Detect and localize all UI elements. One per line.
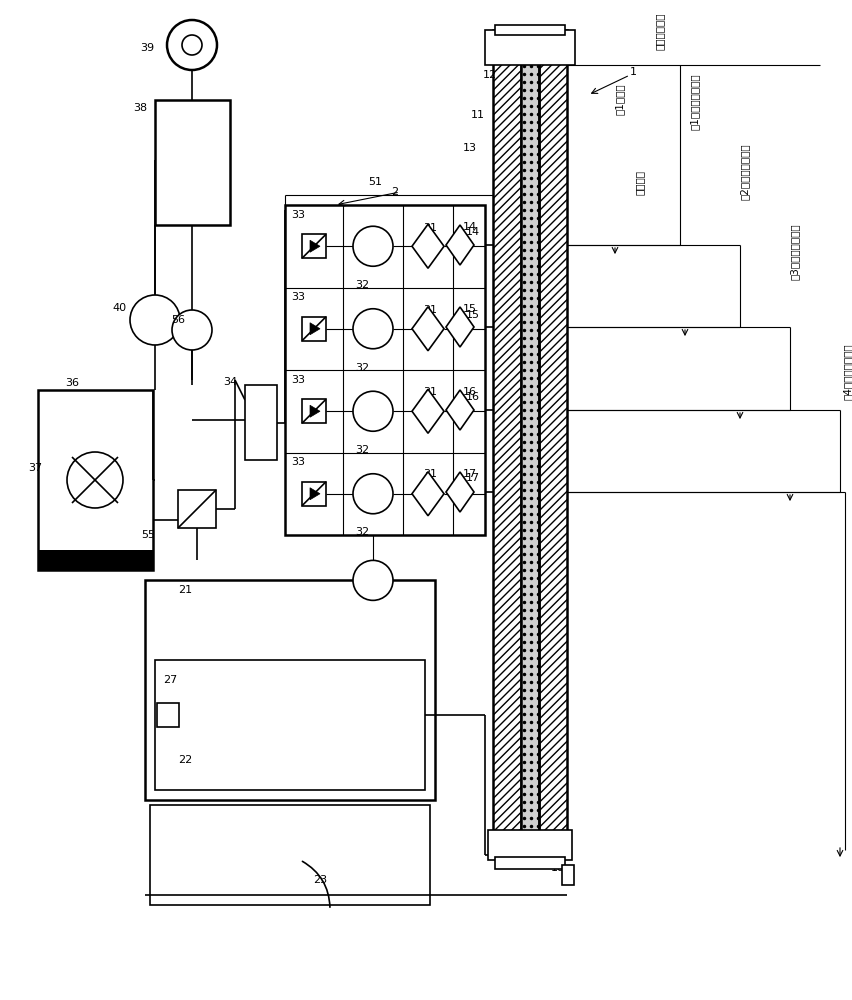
Text: 第4抚吸口封闭位置: 第4抚吸口封闭位置 [842,343,852,400]
Text: 21: 21 [178,585,192,595]
Text: 31: 31 [423,469,436,479]
Text: 1: 1 [629,67,636,77]
Bar [38,390,153,570]
Bar [302,317,325,341]
Bar [178,490,216,528]
Text: 23: 23 [313,875,326,885]
Bar [487,830,572,860]
Polygon shape [446,390,474,430]
Text: 真空开始位置: 真空开始位置 [654,12,665,50]
Polygon shape [309,240,320,252]
Bar [485,30,574,65]
Bar [38,550,153,570]
Bar [521,30,538,835]
Text: 第1抚吸口封闭位置: 第1抚吸口封闭位置 [689,73,699,130]
Text: 14: 14 [465,227,480,237]
Bar [521,30,538,835]
Text: 51: 51 [367,177,382,187]
Text: 33: 33 [291,375,305,385]
Circle shape [172,310,212,350]
Bar [145,580,435,800]
Circle shape [353,474,393,514]
Text: 33: 33 [291,210,305,220]
Text: 36: 36 [65,378,79,388]
Text: 31: 31 [423,223,436,233]
Bar [538,30,567,835]
Bar [302,482,325,506]
Bar [155,100,230,225]
Text: 第3抚吸口封闭位置: 第3抚吸口封闭位置 [789,223,799,280]
Bar [150,805,429,905]
Bar [538,30,567,835]
Text: 32: 32 [354,280,369,290]
Polygon shape [446,472,474,512]
Text: 16: 16 [465,392,480,402]
Text: 封闭位置: 封闭位置 [634,170,644,195]
Text: 第1抚吸口: 第1抚吸口 [614,83,625,115]
Bar [245,385,277,460]
Text: 33: 33 [291,292,305,302]
Circle shape [130,295,180,345]
Bar [492,30,521,835]
Text: 16: 16 [463,387,476,397]
Text: 18: 18 [550,863,564,873]
Bar [157,703,179,727]
Text: 17: 17 [465,473,480,483]
Text: 31: 31 [423,387,436,397]
Bar [494,25,564,35]
Polygon shape [446,225,474,265]
Bar [302,234,325,258]
Bar [155,660,424,790]
Text: 32: 32 [354,363,369,373]
Polygon shape [309,323,320,335]
Circle shape [353,309,393,349]
Text: 32: 32 [354,527,369,537]
Text: 15: 15 [465,310,480,320]
Polygon shape [412,224,444,268]
Text: 13: 13 [463,143,476,153]
Bar [302,399,325,423]
Circle shape [353,560,393,600]
Bar [561,865,573,885]
Bar [492,30,521,835]
Text: 39: 39 [140,43,154,53]
Text: 12: 12 [482,70,497,80]
Text: 第2抚吸口封闭位置: 第2抚吸口封闭位置 [740,143,749,200]
Circle shape [167,20,216,70]
Polygon shape [446,307,474,347]
Text: 40: 40 [112,303,127,313]
Text: 35: 35 [203,495,216,505]
Text: 56: 56 [170,315,185,325]
Circle shape [181,35,202,55]
Circle shape [353,391,393,431]
Text: 14: 14 [463,222,476,232]
Bar [285,205,485,535]
Bar [494,857,564,869]
Polygon shape [309,405,320,417]
Polygon shape [412,307,444,351]
Circle shape [353,226,393,266]
Text: 27: 27 [163,675,177,685]
Text: 55: 55 [141,530,155,540]
Text: 38: 38 [133,103,147,113]
Text: 33: 33 [291,457,305,467]
Text: 2: 2 [391,187,398,197]
Text: 15: 15 [463,304,476,314]
Text: 34: 34 [222,377,237,387]
Polygon shape [309,488,320,500]
Text: 32: 32 [354,445,369,455]
Polygon shape [412,389,444,433]
Text: 37: 37 [28,463,42,473]
Polygon shape [412,472,444,516]
Circle shape [67,452,123,508]
Text: 11: 11 [470,110,485,120]
Text: 22: 22 [178,755,192,765]
Text: 31: 31 [423,305,436,315]
Text: 17: 17 [463,469,476,479]
